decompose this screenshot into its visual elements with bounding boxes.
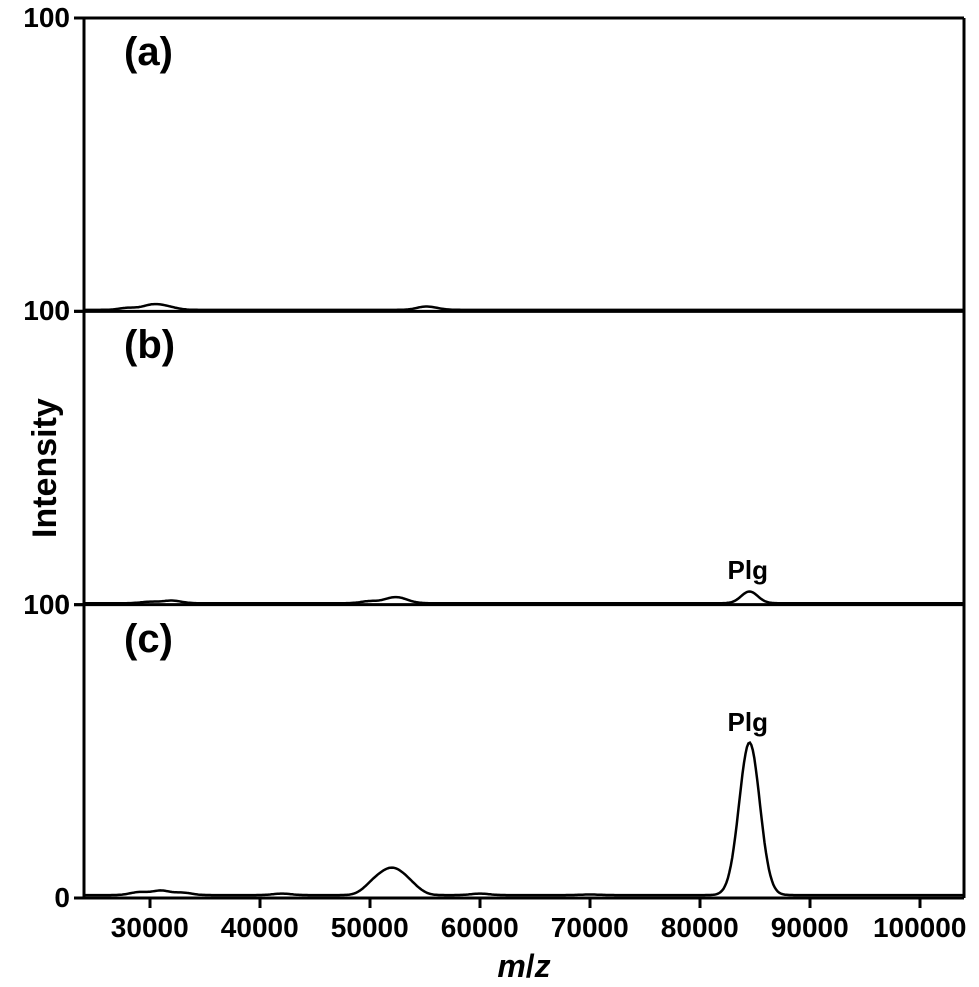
y-tick-label: 100 [23, 2, 70, 34]
x-tick-label: 80000 [661, 912, 739, 944]
y-tick-label: 0 [54, 882, 70, 914]
panel-label-a: (a) [124, 30, 173, 75]
x-label-m: m [497, 948, 525, 984]
y-tick-label: 100 [23, 295, 70, 327]
panel-label-b: (b) [124, 323, 175, 368]
x-tick-label: 70000 [551, 912, 629, 944]
panel-label-c: (c) [124, 617, 173, 662]
y-tick-label: 100 [23, 589, 70, 621]
y-axis-label: Intensity [26, 398, 65, 538]
x-tick-label: 40000 [221, 912, 299, 944]
plot-svg [84, 18, 964, 898]
x-tick-label: 100000 [873, 912, 966, 944]
x-label-z: z [535, 948, 551, 984]
peak-label-c: Plg [728, 707, 768, 738]
x-tick-label: 50000 [331, 912, 409, 944]
x-label-sep: / [526, 948, 535, 984]
peak-label-b: Plg [728, 555, 768, 586]
x-tick-label: 30000 [111, 912, 189, 944]
mass-spectra-figure: Intensity m/z 0100(a)0100(b)Plg0100(c)Pl… [0, 0, 979, 987]
x-tick-label: 90000 [771, 912, 849, 944]
x-axis-label: m/z [464, 948, 584, 985]
x-tick-label: 60000 [441, 912, 519, 944]
